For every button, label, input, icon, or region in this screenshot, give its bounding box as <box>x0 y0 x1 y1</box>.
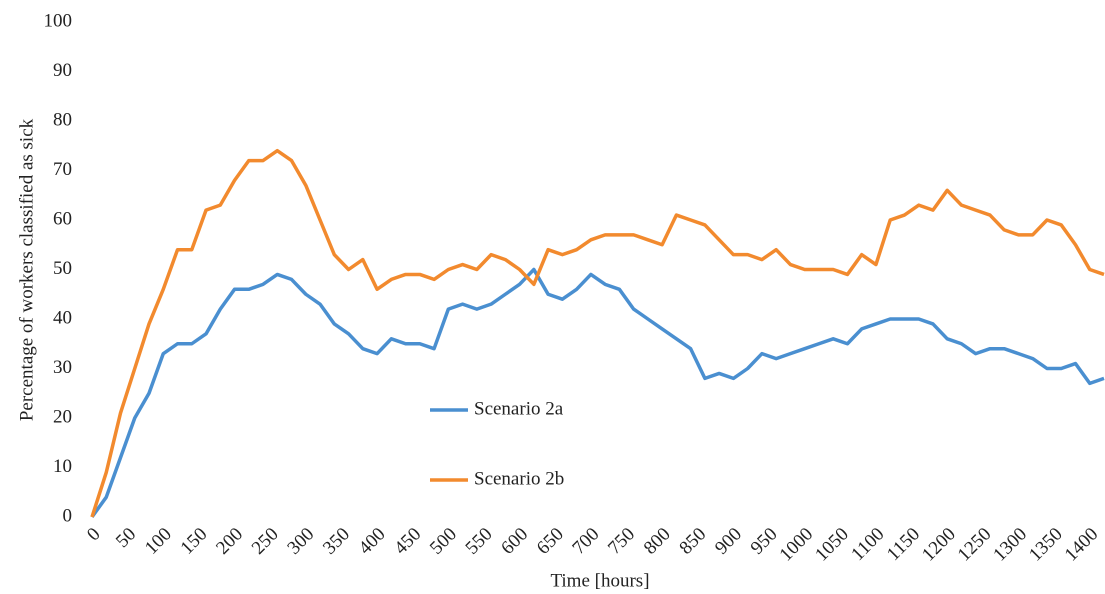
x-tick-label: 1050 <box>811 524 853 566</box>
x-tick-label: 500 <box>426 524 461 559</box>
x-tick-label: 1250 <box>954 524 996 566</box>
x-tick-label: 650 <box>533 524 568 559</box>
x-tick-label: 1400 <box>1061 524 1103 566</box>
y-tick-label: 70 <box>53 159 72 180</box>
x-tick-label: 450 <box>390 524 425 559</box>
legend-label: Scenario 2b <box>474 468 564 489</box>
x-tick-label: 150 <box>177 524 212 559</box>
x-tick-label: 1000 <box>776 524 818 566</box>
x-tick-label: 850 <box>675 524 710 559</box>
x-tick-label: 700 <box>568 524 603 559</box>
x-tick-label: 550 <box>462 524 497 559</box>
y-tick-label: 20 <box>53 406 72 427</box>
y-tick-label: 10 <box>53 456 72 477</box>
y-tick-label: 30 <box>53 357 72 378</box>
x-axis-label: Time [hours] <box>550 570 649 591</box>
x-tick-label: 50 <box>112 524 140 552</box>
series-line <box>90 267 1105 519</box>
y-tick-label: 80 <box>53 109 72 130</box>
x-tick-label: 600 <box>497 524 532 559</box>
x-tick-label: 1100 <box>847 524 888 565</box>
y-tick-label: 40 <box>53 307 72 328</box>
x-tick-label: 250 <box>248 524 283 559</box>
y-tick-label: 60 <box>53 208 72 229</box>
x-tick-label: 1150 <box>883 524 924 565</box>
legend-label: Scenario 2a <box>474 398 564 419</box>
x-tick-label: 800 <box>640 524 675 559</box>
x-tick-label: 400 <box>355 524 390 559</box>
y-axis-label: Percentage of workers classified as sick <box>16 118 37 421</box>
x-tick-label: 1300 <box>989 524 1031 566</box>
x-tick-label: 750 <box>604 524 639 559</box>
x-tick-label: 950 <box>747 524 782 559</box>
y-tick-label: 0 <box>63 505 73 526</box>
x-tick-label: 0 <box>83 524 105 546</box>
x-tick-label: 350 <box>319 524 354 559</box>
y-tick-label: 100 <box>44 10 73 31</box>
y-tick-label: 90 <box>53 60 72 81</box>
x-tick-label: 900 <box>711 524 746 559</box>
x-tick-label: 300 <box>283 524 318 559</box>
x-tick-label: 1350 <box>1025 524 1067 566</box>
x-tick-label: 1200 <box>918 524 960 566</box>
x-tick-label: 200 <box>212 524 247 559</box>
y-tick-label: 50 <box>53 258 72 279</box>
series-line <box>90 148 1105 518</box>
x-tick-label: 100 <box>141 524 176 559</box>
